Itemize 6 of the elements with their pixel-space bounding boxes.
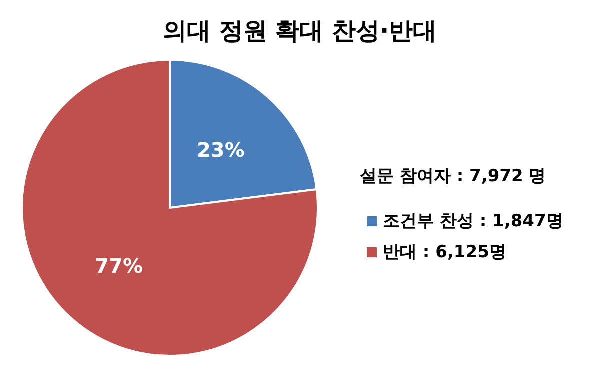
legend-label: 반대 : 6,125명: [383, 242, 506, 262]
data-label: 23%: [196, 138, 245, 162]
legend-label: 조건부 찬성 : 1,847명: [383, 212, 564, 232]
data-label: 77%: [95, 254, 144, 278]
legend-title: 설문 참여자 : 7,972 명: [360, 166, 546, 186]
chart-title: 의대 정원 확대 찬성·반대: [162, 17, 438, 45]
